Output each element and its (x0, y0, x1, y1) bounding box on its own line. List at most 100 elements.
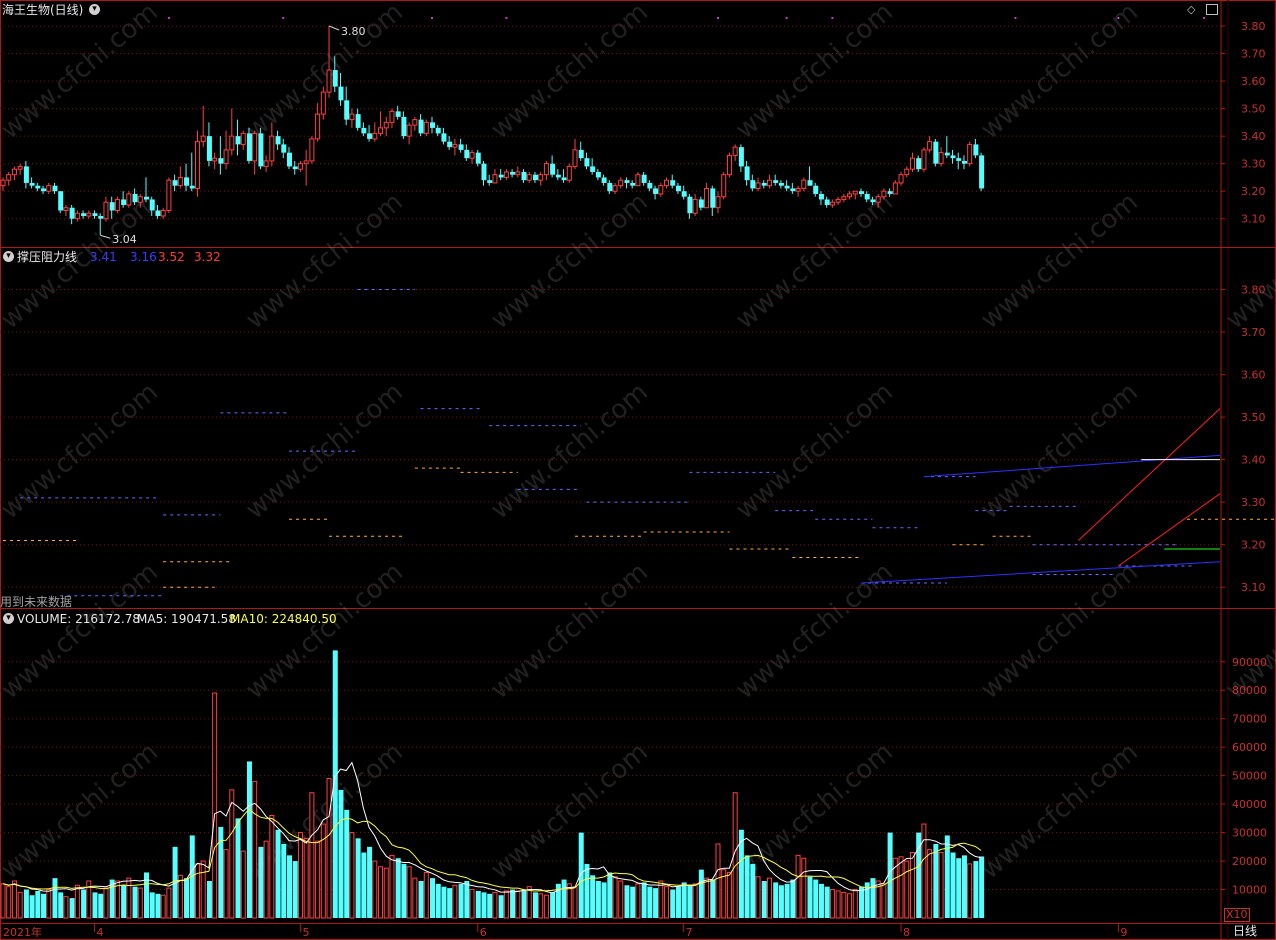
volume-bar (881, 883, 887, 919)
volume-bar (383, 867, 389, 919)
marker-dot (1203, 17, 1206, 19)
candle-body (166, 179, 172, 211)
volume-bar (904, 860, 910, 919)
diamond-icon[interactable]: ◇ (1187, 3, 1196, 16)
volume-bar (401, 863, 407, 918)
volume-bar (464, 880, 470, 918)
candle-body (344, 100, 350, 120)
volume-bar (35, 890, 41, 918)
watermark: www.cfchi.com (0, 0, 164, 145)
time-tick-label: 9 (1120, 926, 1127, 939)
volume-bar (263, 840, 269, 919)
volume-bar (950, 852, 956, 918)
price-tick-label: 3.30 (1241, 158, 1266, 171)
price-tick-label: 3.40 (1241, 130, 1266, 143)
candle-body (521, 171, 527, 181)
candle-body (372, 132, 378, 140)
volume-bar (435, 883, 441, 918)
volume-bar (41, 893, 47, 918)
chevron-down-circle-icon[interactable]: ▾ (89, 4, 100, 15)
candle-body (349, 113, 355, 121)
volume-bar (206, 880, 212, 918)
candle-body (766, 179, 772, 187)
time-tick-label: 6 (480, 926, 487, 939)
candle-body (98, 215, 104, 219)
volume-bar (212, 692, 218, 919)
candle-body (750, 180, 756, 189)
volume-bar (870, 878, 876, 918)
candle-body (801, 179, 807, 189)
volume-bar (841, 891, 847, 919)
volume-tick-label: 10000 (1232, 884, 1267, 897)
candle-body (481, 163, 487, 181)
candle-body (144, 196, 149, 200)
candle-body (692, 198, 698, 214)
indicator-footnote: 用到未来数据 (0, 595, 73, 609)
candle-body (875, 196, 881, 203)
candle-body (303, 160, 309, 165)
volume-bar (447, 888, 453, 918)
volume-bar (258, 846, 264, 918)
chevron-down-circle-icon[interactable]: ▾ (3, 251, 14, 262)
candle-body (315, 113, 321, 140)
indicator-value-1: 3.41 (90, 250, 117, 264)
volume-bar (795, 854, 801, 919)
volume-bar (389, 854, 395, 919)
candle-body (69, 207, 75, 219)
watermark: www.cfchi.com (1220, 187, 1276, 335)
volume-bar (595, 880, 601, 918)
volume-bar (332, 650, 338, 918)
volume-bar (418, 880, 424, 918)
volume-bar (813, 879, 819, 918)
volume-bar (630, 886, 636, 918)
volume-bar (137, 887, 143, 919)
period-tab[interactable]: 日线 (1233, 924, 1258, 938)
volume-bar (17, 891, 23, 919)
chevron-down-circle-icon[interactable]: ▾ (3, 613, 14, 624)
candle-body (383, 121, 389, 129)
volume-bar (458, 883, 464, 918)
volume-bar (875, 880, 881, 919)
candle-body (46, 185, 52, 192)
volume-bar (967, 863, 973, 919)
candle-body (807, 180, 813, 186)
volume-bar (944, 835, 950, 918)
volume-bar (675, 886, 681, 918)
candle-body (258, 133, 264, 167)
candle-body (687, 196, 693, 214)
volume-bar (315, 840, 321, 919)
time-tick-label: 4 (97, 926, 104, 939)
volume-bar (326, 778, 332, 919)
volume-bar (200, 860, 206, 919)
volume-bar (229, 789, 235, 919)
candle-body (630, 182, 636, 186)
candle-body (887, 191, 893, 194)
candle-body (778, 182, 784, 186)
volume-bar (23, 889, 29, 918)
candle-body (852, 190, 858, 195)
volume-bar (956, 858, 962, 918)
candle-body (423, 121, 429, 134)
price-tick-label: 3.70 (1241, 48, 1266, 61)
volume-bar (121, 885, 127, 918)
candle-body (401, 116, 407, 137)
volume-bar (721, 869, 727, 919)
volume-bar (281, 843, 287, 918)
trend-line (1118, 493, 1221, 567)
candle-body (538, 174, 544, 181)
candle-body (881, 190, 887, 198)
indicator-tick-label: 3.60 (1241, 369, 1266, 382)
volume-bar (86, 880, 92, 919)
window-restore-icon[interactable] (1206, 4, 1218, 15)
volume-bar (132, 886, 138, 918)
volume-bar (829, 889, 835, 919)
volume-bar (166, 887, 172, 919)
volume-bar (355, 838, 361, 918)
low-pointer (100, 234, 111, 239)
volume-bar (487, 893, 493, 918)
volume-bar (859, 886, 864, 918)
candle-body (418, 119, 424, 134)
candle-body (641, 174, 647, 183)
candle-body (961, 160, 967, 164)
volume-value: VOLUME: 216172.78 (17, 612, 140, 626)
